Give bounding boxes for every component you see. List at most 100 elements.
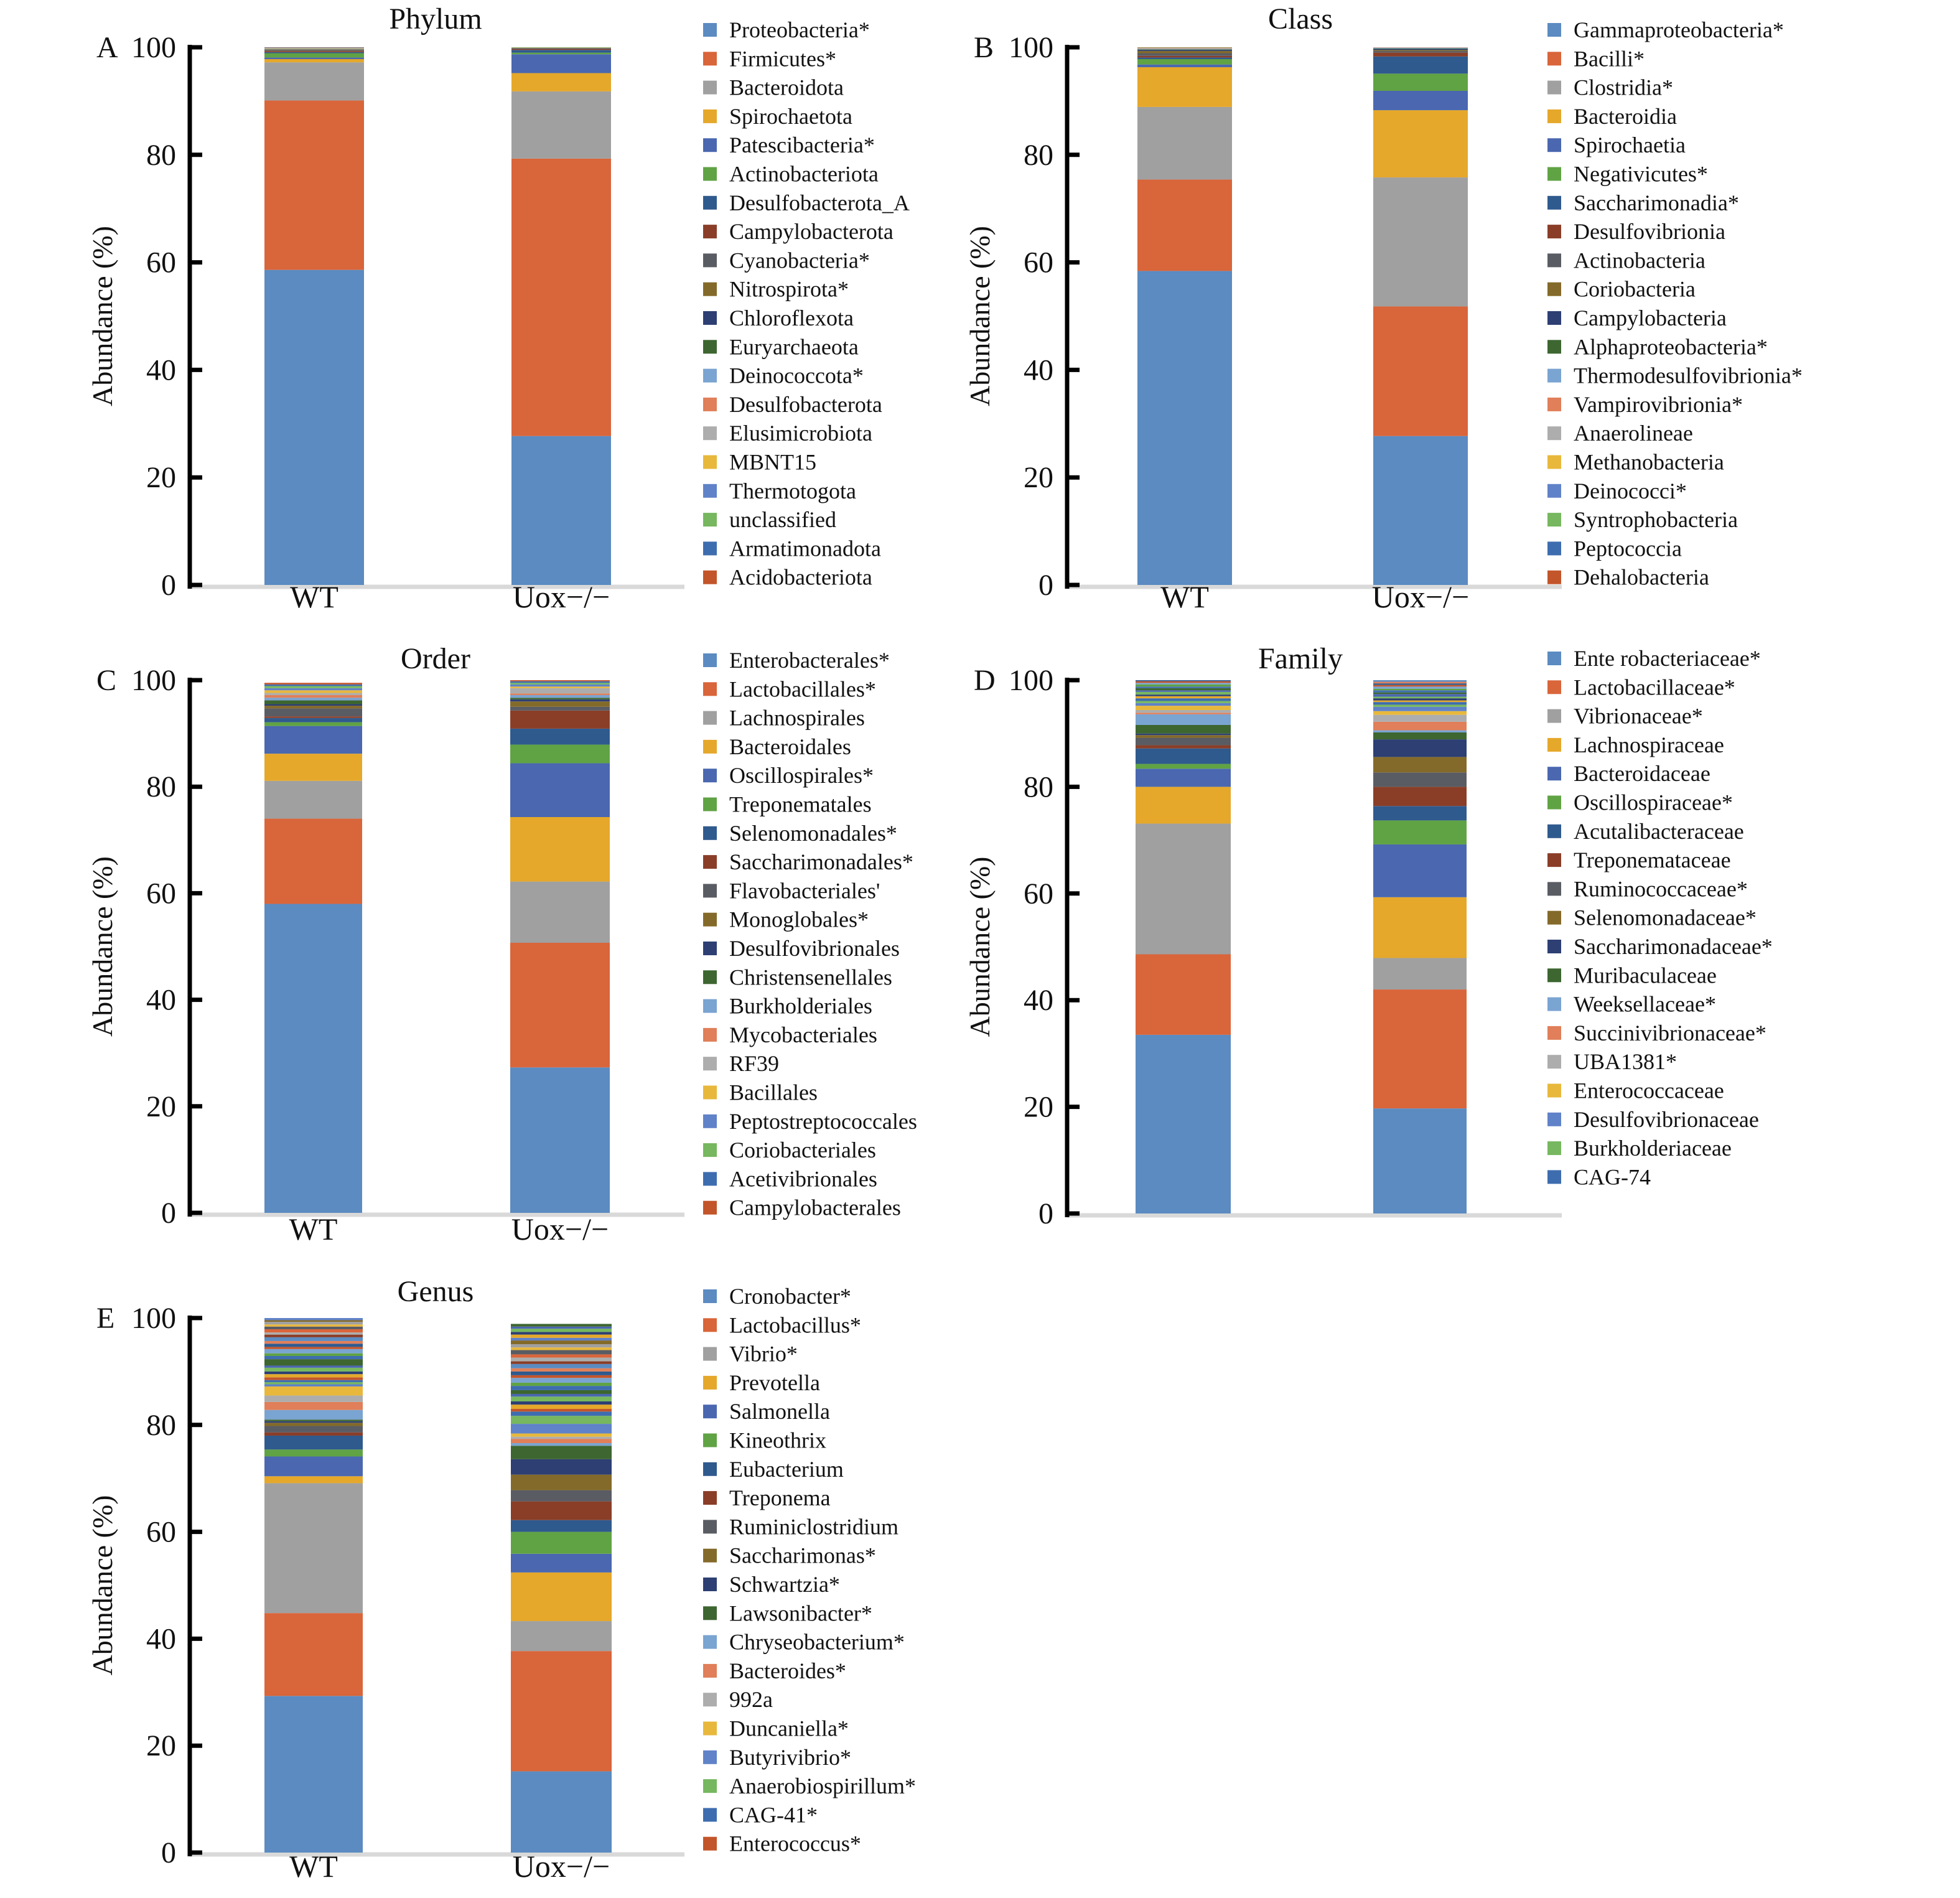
bar-segment: WT – Muribaculaceae: 1.6 xyxy=(1136,724,1231,734)
bar-segment: Uox−/− – unlisted: 0.3 xyxy=(1373,681,1467,684)
legend-label: Clostridia* xyxy=(1574,75,1673,100)
legend-item: Lachnospirales xyxy=(703,706,865,731)
legend-item: Methanobacteria xyxy=(1547,450,1724,475)
legend-swatch xyxy=(1547,455,1561,469)
bar-segment: Uox−/− – unlisted: 0.3 xyxy=(1373,696,1467,699)
legend-item: Burkholderiaceae xyxy=(1547,1136,1732,1161)
legend: Proteobacteria* Firmicutes* Bacteroidota Sp… xyxy=(703,17,910,590)
legend-swatch xyxy=(703,80,717,95)
legend-item: Spirochaetota xyxy=(703,104,852,129)
bar-segment: WT – unlisted: 0.3 xyxy=(1136,680,1231,681)
bar-segment: WT – Bacteroidia: 7.4 xyxy=(1137,67,1232,107)
x-tick-label: WT xyxy=(290,579,338,614)
legend-item: Treponema xyxy=(703,1485,831,1510)
bar-segment: Uox−/− – Schwartzia*: 2.9 xyxy=(511,1459,612,1475)
bar-segment: WT – Spirochaetota: 0.6 xyxy=(264,59,364,63)
legend-label: Chryseobacterium* xyxy=(729,1630,905,1655)
bar-segment: Uox−/− – Flavobacteriales': 0.7 xyxy=(510,706,610,711)
bar-segment: Uox−/− – unlisted: 0.3 xyxy=(1373,688,1467,691)
legend-item: Enterococcaceae xyxy=(1547,1078,1724,1103)
bar-segment: WT – Bacteroides*: 1.5 xyxy=(264,1401,363,1410)
bar-segment: Uox−/− – unlisted: 0.6 xyxy=(511,1368,612,1372)
bar-segment: Uox−/− – Enterobacterales*: 27.3 xyxy=(510,1067,610,1213)
legend-swatch xyxy=(703,1836,717,1851)
panel-letter: A xyxy=(96,31,118,64)
bar-segment: Uox−/− – CAG-74: 0.5 xyxy=(1373,702,1467,705)
legend-item: Alphaproteobacteria* xyxy=(1547,334,1768,359)
bar-segment: Uox−/− – unlisted: 0.3 xyxy=(1373,692,1467,694)
legend-label: Prevotella xyxy=(729,1370,820,1395)
y-axis-title: Abundance (%) xyxy=(964,226,996,406)
legend-swatch xyxy=(1547,397,1561,411)
bar-segment: WT – CAG-41*: 0.4 xyxy=(264,1380,363,1383)
legend-swatch xyxy=(1547,910,1561,925)
x-tick-label: WT xyxy=(289,1212,338,1246)
legend-item: Desulfovibrionaceae xyxy=(1547,1107,1759,1132)
bar-segment: Uox−/− – unlisted: 0.6 xyxy=(511,1329,612,1332)
legend-label: Treponemataceae xyxy=(1574,848,1731,872)
legend-item: Armatimonadota xyxy=(703,536,881,561)
legend-label: Methanobacteria xyxy=(1574,450,1724,475)
legend-label: Acidobacteriota xyxy=(729,565,872,590)
bar-segment: WT – Campylobacterota: 0.2 xyxy=(264,51,364,52)
bar-segment: Uox−/− – unlisted: 0.3 xyxy=(1373,685,1467,687)
legend-label: Acetivibrionales xyxy=(729,1166,877,1191)
bar-segment: Uox−/− – unlisted: 0.5 xyxy=(1373,694,1467,697)
bar-segment: Uox−/− – Ruminococcaceae*: 2.7 xyxy=(1373,772,1467,787)
legend-item: Bacteroidales xyxy=(703,734,851,759)
legend-swatch xyxy=(703,541,717,556)
bar-segment: WT – unlisted: 0.3 xyxy=(1136,694,1231,696)
legend-item: Ruminococcaceae* xyxy=(1547,876,1748,901)
legend-item: Selenomonadales* xyxy=(703,821,897,846)
bar-segment: Uox−/− – Eubacterium: 2.2 xyxy=(511,1520,612,1532)
bar-segment: WT – Ruminiclostridium: 1.2 xyxy=(264,1426,363,1433)
bar-segment: Uox−/− – unlisted: 0.5 xyxy=(511,1375,612,1378)
bar-segment: WT – Oscillospirales*: 5.2 xyxy=(264,726,362,754)
bar-segment: Uox−/− – RF39: 1 xyxy=(510,688,610,694)
bar-segment: Uox−/− – Bacilli*: 24.1 xyxy=(1373,306,1468,436)
bar-segment: WT – Lachnospiraceae: 6.9 xyxy=(1136,787,1231,824)
legend-item: CAG-74 xyxy=(1547,1164,1651,1189)
bar-segment: Uox−/− – unlisted: 0.6 xyxy=(511,1344,612,1348)
legend-swatch xyxy=(1547,652,1561,665)
legend-label: Ruminococcaceae* xyxy=(1574,876,1748,901)
bar-segment: WT – unlisted: 0.4 xyxy=(264,1332,363,1335)
legend-swatch xyxy=(1547,225,1561,239)
bar-segment: Uox−/− – Saccharimonadaceae*: 3.3 xyxy=(1373,739,1467,757)
legend-label: Thermodesulfovibrionia* xyxy=(1574,363,1803,388)
legend-item: Succinivibrionaceae* xyxy=(1547,1021,1766,1045)
y-axis-title: Abundance (%) xyxy=(86,1495,118,1676)
bar-segment: WT – unlisted: 0.4 xyxy=(264,1365,363,1368)
bar-segment: Uox−/− – unlisted: 0.3 xyxy=(1373,683,1467,685)
legend-swatch xyxy=(703,884,717,898)
bar-segment: WT – Bacteroidota: 7.1 xyxy=(264,62,364,101)
bar-segment: WT – Butyrivibrio*: 0.4 xyxy=(264,1384,363,1386)
panel-A: WT – Proteobacteria*: 58.6WT – Firmicute… xyxy=(86,2,910,614)
legend-label: Syntrophobacteria xyxy=(1574,507,1738,532)
bar-segment: WT – Enterobacterales*: 58 xyxy=(264,904,362,1213)
legend-swatch xyxy=(1547,311,1561,325)
legend-item: Kineothrix xyxy=(703,1428,826,1453)
legend-swatch xyxy=(703,1289,717,1303)
legend-swatch xyxy=(703,1143,717,1157)
legend-swatch xyxy=(703,1375,717,1390)
legend-swatch xyxy=(1547,167,1561,181)
legend-label: Campylobacterales xyxy=(729,1195,901,1220)
legend-item: Treponemataceae xyxy=(1547,848,1731,872)
bar-segment: WT – Desulfovibrionaceae: 0.5 xyxy=(1136,703,1231,706)
bar-segment: Uox−/− – Duncaniella*: 0.6 xyxy=(511,1433,612,1437)
bar-segment: WT – Bacilli*: 17 xyxy=(1137,179,1232,271)
legend-item: Coriobacteria xyxy=(1547,277,1696,302)
legend-label: Euryarchaeota xyxy=(729,334,859,359)
bar-segment: WT – Monoglobales*: 0.5 xyxy=(264,706,362,709)
legend-item: unclassified xyxy=(703,507,836,532)
bar-segment: WT – Selenomonadales*: 0.8 xyxy=(264,718,362,722)
legend-label: 992a xyxy=(729,1687,773,1712)
legend-swatch xyxy=(1547,253,1561,268)
legend-swatch xyxy=(703,138,717,152)
y-tick-label: 80 xyxy=(146,139,176,172)
bar-segment: Uox−/− – unlisted: 0.6 xyxy=(511,1382,612,1386)
bar-segment: Uox−/− – unlisted: 0.3 xyxy=(1373,680,1467,682)
legend-swatch xyxy=(1547,195,1561,210)
bar-segment: Uox−/− – Campylobacterota: 0.2 xyxy=(511,49,611,50)
